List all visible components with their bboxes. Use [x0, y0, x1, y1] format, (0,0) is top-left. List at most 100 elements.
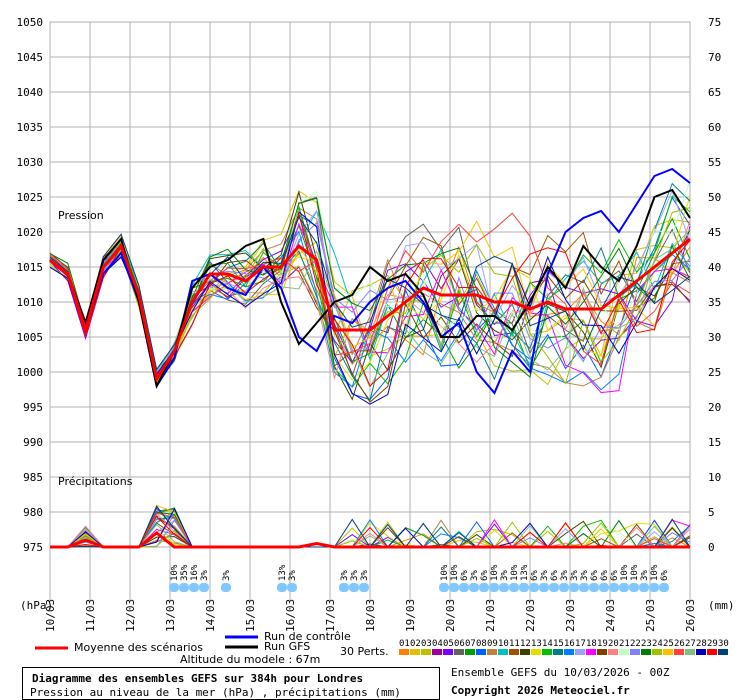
precip-probability-label: 6% — [600, 570, 610, 581]
pert-legend-swatch — [608, 649, 618, 655]
pert-legend-id: 07 — [465, 639, 476, 649]
precip-tick-label: 40 — [708, 261, 721, 274]
rain-drop-icon — [287, 583, 297, 592]
precip-probability-label: 3% — [288, 570, 298, 581]
pressure-tick-label: 975 — [23, 541, 43, 554]
mean-pressure-line — [49, 237, 691, 383]
pressure-tick-label: 990 — [23, 436, 43, 449]
rain-drop-icon — [579, 583, 589, 592]
rain-drop-icon — [179, 583, 189, 592]
pert-legend-swatch — [652, 649, 662, 655]
date-tick-label: 25/03 — [644, 599, 657, 632]
pert-legend-swatch — [575, 649, 585, 655]
pert-legend-swatch — [553, 649, 563, 655]
rain-drop-icon — [189, 583, 199, 592]
right-axis-unit: (mm) — [708, 599, 735, 612]
pressure-tick-label: 1045 — [17, 51, 44, 64]
pressure-tick-label: 1020 — [17, 226, 44, 239]
rain-drop-icon — [539, 583, 549, 592]
rain-drop-icon — [221, 583, 231, 592]
pert-legend-swatch — [597, 649, 607, 655]
precip-probability-label: 6% — [530, 570, 540, 581]
pert-legend-swatch — [663, 649, 673, 655]
rain-drop-icon — [449, 583, 459, 592]
rain-drop-icon — [619, 583, 629, 592]
perturbation-legend: 01 02 03 04 05 06 07 08 09 10 11 12 13 14 15 16 17 18 19 20… — [399, 639, 729, 655]
rain-drop-icon — [439, 583, 449, 592]
pert-legend-swatch — [674, 649, 684, 655]
precip-probability-label: 6% — [590, 570, 600, 581]
precip-probability-label: 3% — [540, 570, 550, 581]
pert-legend-swatch — [685, 649, 695, 655]
precip-probability-label: 3% — [222, 570, 232, 581]
perturbation-line — [49, 216, 691, 371]
legend: Moyenne des scénarios Run de contrôle Ru… — [35, 630, 729, 666]
pressure-tick-label: 980 — [23, 506, 43, 519]
date-tick-label: 16/03 — [284, 599, 297, 632]
perturbation-line — [49, 210, 691, 372]
rain-drop-icon — [519, 583, 529, 592]
pert-legend-id: 17 — [575, 639, 586, 649]
date-tick-label: 22/03 — [524, 599, 537, 632]
description-box — [22, 667, 440, 700]
rain-drop-icon — [589, 583, 599, 592]
precip-probability-label: 3% — [560, 570, 570, 581]
rain-drop-icon — [359, 583, 369, 592]
pressure-tick-label: 1005 — [17, 331, 44, 344]
pert-legend-id: 12 — [520, 639, 531, 649]
pert-legend-id: 29 — [707, 639, 718, 649]
pert-legend-swatch — [410, 649, 420, 655]
rain-drop-icon — [659, 583, 669, 592]
pressure-tick-label: 1025 — [17, 191, 44, 204]
precip-label: Précipitations — [58, 475, 133, 488]
pert-legend-swatch — [564, 649, 574, 655]
precip-tick-label: 30 — [708, 331, 721, 344]
ensemble-run-label: Ensemble GEFS du 10/03/2026 - 00Z — [451, 666, 670, 679]
legend-gfs-label: Run GFS — [264, 640, 310, 653]
legend-control-label: Run de contrôle — [264, 630, 351, 643]
pert-legend-id: 01 — [399, 639, 410, 649]
pert-legend-id: 22 — [630, 639, 641, 649]
altitude-label: Altitude du modele : 67m — [180, 653, 320, 666]
precip-probability-label: 10% — [440, 564, 450, 581]
precip-tick-label: 15 — [708, 436, 721, 449]
rain-drop-icon — [569, 583, 579, 592]
precip-probability-label: 6% — [610, 570, 620, 581]
pert-legend-swatch — [641, 649, 651, 655]
rain-drop-icon — [169, 583, 179, 592]
pert-legend-swatch — [421, 649, 431, 655]
chart-title: Diagramme des ensembles GEFS sur 384h po… — [32, 672, 364, 685]
rain-drop-icon — [459, 583, 469, 592]
date-tick-label: 10/03 — [44, 599, 57, 632]
precip-probability-label: 10% — [630, 564, 640, 581]
precip-probability-label: 6% — [660, 570, 670, 581]
pert-legend-id: 23 — [641, 639, 652, 649]
precip-probability-label: 3% — [200, 570, 210, 581]
precip-probability-label: 10% — [450, 564, 460, 581]
precip-probability-label: 16% — [190, 564, 200, 581]
precip-probability-label: 10% — [490, 564, 500, 581]
pert-legend-swatch — [509, 649, 519, 655]
rain-drop-icon — [349, 583, 359, 592]
precip-probability-label: 35% — [180, 564, 190, 581]
precip-tick-label: 65 — [708, 86, 721, 99]
pert-legend-swatch — [696, 649, 706, 655]
precip-probability-row: 10% 35% 16% 3% 3% 13% 3% 3% 3% 3% 10% 10% 6% 3% 6% 10% 3… — [169, 564, 670, 592]
rain-drop-icon — [509, 583, 519, 592]
precip-tick-label: 60 — [708, 121, 721, 134]
rain-drop-icon — [199, 583, 209, 592]
pert-legend-id: 09 — [487, 639, 498, 649]
pert-legend-id: 15 — [553, 639, 564, 649]
date-tick-label: 12/03 — [124, 599, 137, 632]
pert-legend-id: 18 — [586, 639, 597, 649]
precip-probability-label: 6% — [550, 570, 560, 581]
pressure-tick-label: 1030 — [17, 156, 44, 169]
precip-probability-label: 13% — [278, 564, 288, 581]
rain-drop-icon — [339, 583, 349, 592]
pert-legend-id: 11 — [509, 639, 520, 649]
precip-probability-label: 3% — [640, 570, 650, 581]
rain-drop-icon — [629, 583, 639, 592]
date-tick-label: 13/03 — [164, 599, 177, 632]
date-tick-label: 21/03 — [484, 599, 497, 632]
